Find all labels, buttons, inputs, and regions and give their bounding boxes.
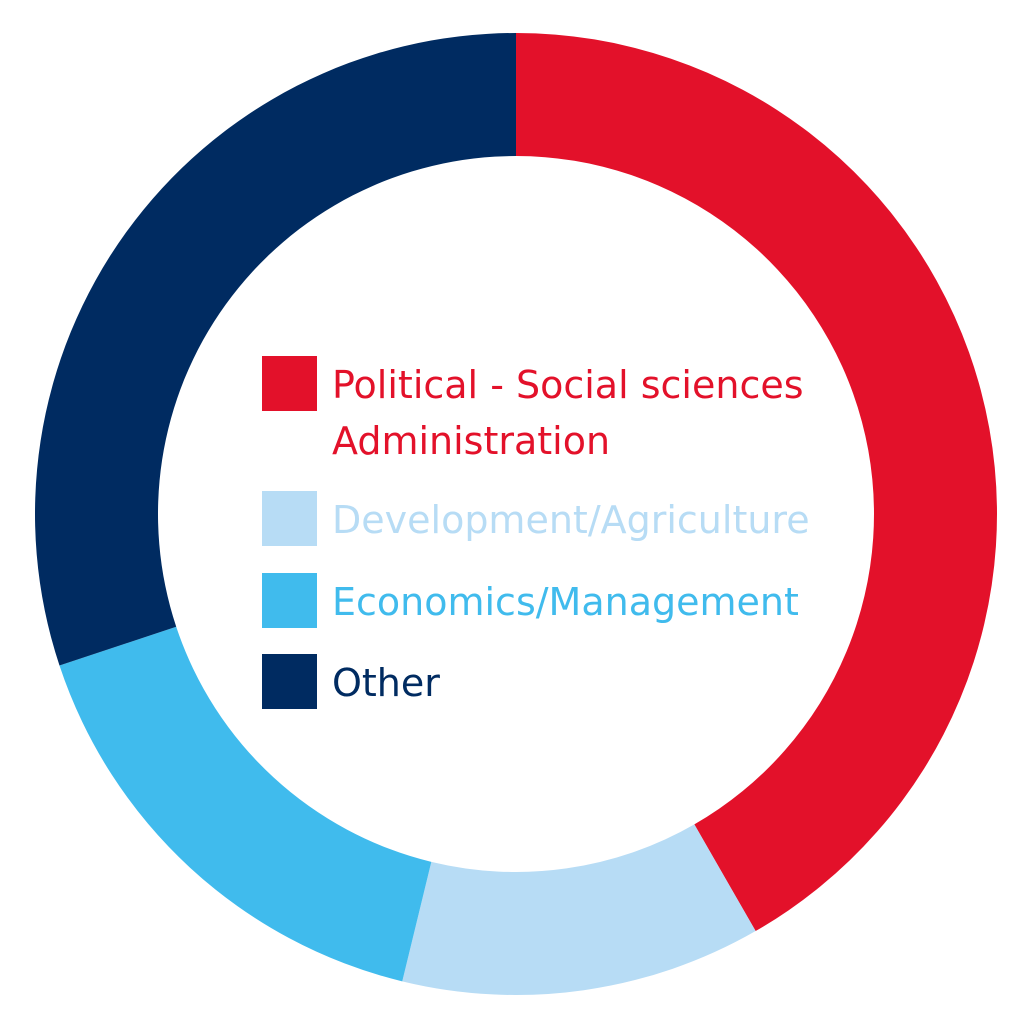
legend-label-1-line-0: Development/Agriculture [332, 498, 810, 542]
legend-swatch-0 [262, 356, 317, 411]
donut-slice-1 [402, 824, 756, 995]
donut-slice-0 [516, 33, 998, 932]
legend-swatch-3 [262, 654, 317, 709]
donut-slice-2 [59, 626, 432, 982]
legend-label-3-line-0: Other [332, 661, 440, 705]
donut-slices [34, 33, 998, 995]
legend: Political - Social sciences Administratio… [262, 356, 810, 709]
legend-swatch-1 [262, 491, 317, 546]
legend-swatch-2 [262, 573, 317, 628]
legend-label-2-line-0: Economics/Management [332, 580, 799, 624]
legend-label-0-line-1: Administration [332, 419, 610, 463]
donut-slice-3 [34, 33, 517, 666]
legend-label-0-line-0: Political - Social sciences [332, 363, 804, 407]
